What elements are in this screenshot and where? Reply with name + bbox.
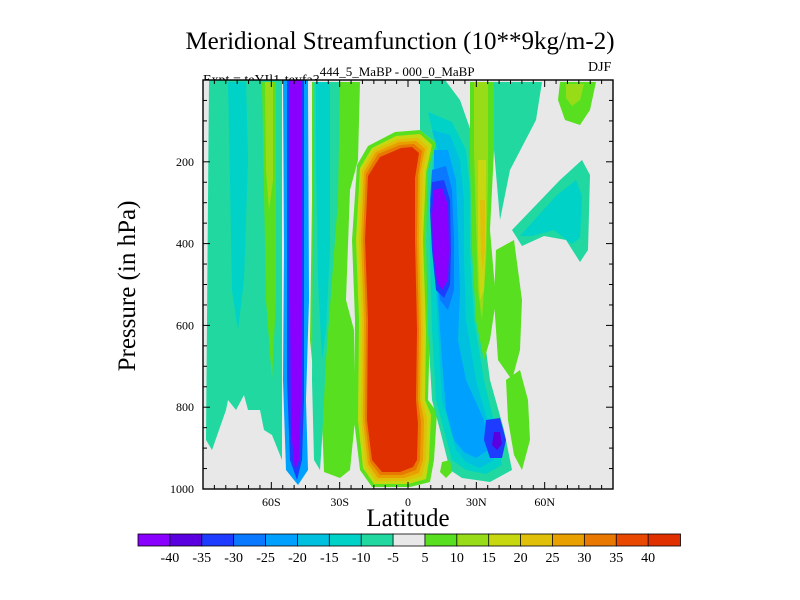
x-axis-label: Latitude <box>366 505 450 532</box>
experiment-period: 444_5_MaBP - 000_0_MaBP <box>319 64 475 79</box>
colorbar-box <box>233 533 267 547</box>
colorbar-label: 25 <box>545 551 559 566</box>
contour-southern-column-mid <box>228 82 248 330</box>
contour-north-cyan-tongue <box>494 82 542 220</box>
y-tick-label: 600 <box>176 318 194 332</box>
y-tick-label: 200 <box>176 155 194 169</box>
colorbar-label: 30 <box>577 551 591 566</box>
colorbar-label: -30 <box>224 551 243 566</box>
colorbar-box <box>647 533 681 547</box>
colorbar-box <box>520 533 554 547</box>
y-axis: 200 400 600 800 1000 <box>170 79 613 496</box>
colorbar-box <box>392 533 426 547</box>
x-tick-label: 30N <box>466 495 487 509</box>
contour-midsouth-teal <box>316 82 330 360</box>
colorbar-label: -5 <box>387 551 399 566</box>
contour-north-lower-green <box>506 370 530 470</box>
colorbar-box <box>488 533 522 547</box>
colorbar-label: -35 <box>192 551 211 566</box>
colorbar-box <box>265 533 299 547</box>
contour-southern-strip-inner <box>265 82 273 210</box>
colorbar: -40 -35 -30 -25 -20 -15 -10 -5 5 10 15 20 25 30 35 40 <box>137 533 681 566</box>
contour-north-right-teal <box>520 180 582 244</box>
y-tick-label: 800 <box>176 400 194 414</box>
colorbar-box <box>201 533 235 547</box>
colorbar-box <box>583 533 618 547</box>
colorbar-label: -10 <box>352 551 371 566</box>
colorbar-label: 40 <box>641 551 655 566</box>
contour-polar-lime <box>566 84 584 106</box>
colorbar-label: -25 <box>256 551 275 566</box>
colorbar-label: 5 <box>421 551 428 566</box>
colorbar-box <box>552 533 586 547</box>
contour-equatorial-core <box>365 147 419 472</box>
colorbar-box <box>456 533 490 547</box>
contour-north-gold-column <box>480 200 485 270</box>
colorbar-label: -40 <box>161 551 180 566</box>
colorbar-box <box>169 533 203 547</box>
colorbar-label: 10 <box>450 551 464 566</box>
y-tick-label: 400 <box>176 237 194 251</box>
x-axis: 60S 30S 0 30N 60N <box>202 80 614 509</box>
colorbar-box <box>297 533 331 547</box>
colorbar-label: 15 <box>482 551 496 566</box>
x-tick-label: 0 <box>405 495 411 509</box>
x-tick-label: 60N <box>534 495 555 509</box>
colorbar-label: -20 <box>288 551 307 566</box>
colorbar-box <box>615 533 650 547</box>
colorbar-label: -15 <box>320 551 339 566</box>
chart-title: Meridional Streamfunction (10**9kg/m-2) <box>185 28 615 55</box>
contour-north-core <box>432 188 449 290</box>
colorbar-label: 20 <box>514 551 528 566</box>
contour-north-right-green <box>494 240 522 380</box>
colorbar-box <box>424 533 458 547</box>
contour-negative-column-core <box>290 80 301 470</box>
x-tick-label: 60S <box>262 495 281 509</box>
colorbar-box <box>360 533 394 547</box>
colorbar-box <box>328 533 363 547</box>
season-label: DJF <box>588 60 612 75</box>
y-tick-label: 1000 <box>170 482 194 496</box>
contour-surface-blob <box>440 460 452 478</box>
plot-area <box>203 80 613 489</box>
contour-lower-blob-core <box>492 432 502 450</box>
colorbar-box <box>137 533 171 547</box>
colorbar-label: 35 <box>609 551 623 566</box>
x-tick-label: 30S <box>330 495 349 509</box>
